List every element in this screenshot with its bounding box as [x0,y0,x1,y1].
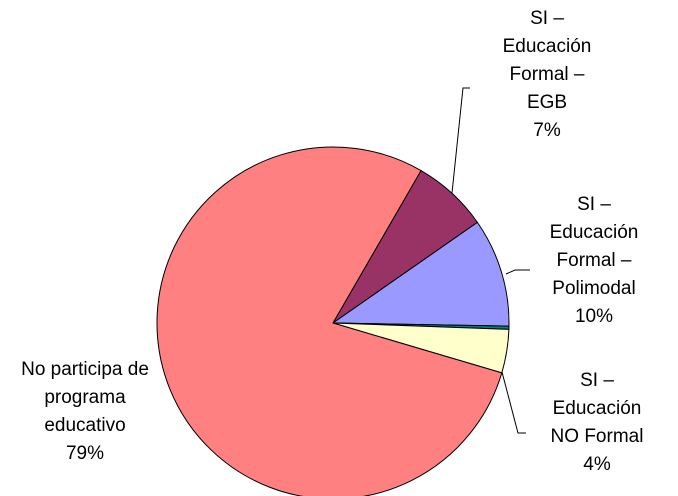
slices [156,146,510,496]
slice-label: SI – Educación Formal – EGB 7% [487,5,607,145]
slice-label: SI – Educación Formal – Polimodal 10% [534,191,654,331]
category-label: SI – Educación Formal – EGB [502,8,592,113]
value-label: 4% [583,454,611,475]
value-label: 7% [533,120,561,141]
slice-label: SI – Educación NO Formal 4% [537,367,657,479]
category-label: SI – Educación Formal – Polimodal [549,194,639,299]
pie-slice [156,146,503,496]
category-label: No participa de programa educativo [21,359,149,436]
leader-line [451,87,470,194]
value-label: 10% [574,306,614,327]
value-label: 79% [65,443,105,464]
pie-slice [331,221,510,327]
category-label: SI – Educación NO Formal [550,370,644,447]
leader-lines [451,87,530,434]
leader-line [501,371,526,434]
slice-label: No participa de programa educativo 79% [10,356,160,468]
leader-line [505,269,530,275]
